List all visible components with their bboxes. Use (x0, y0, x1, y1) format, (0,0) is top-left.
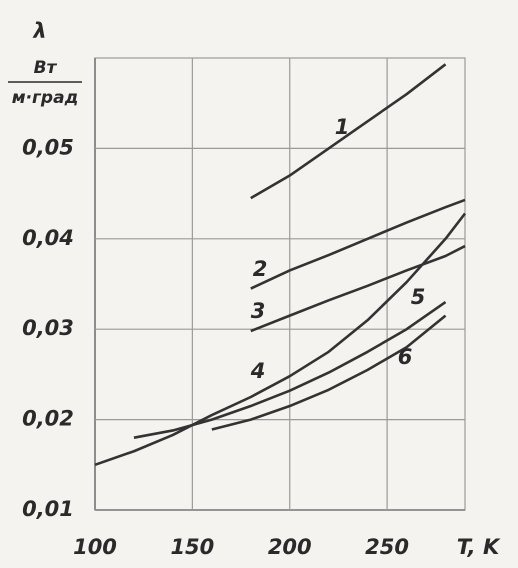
series-line (133, 301, 447, 439)
x-axis-label: T, K (457, 535, 501, 559)
series-label: 1 (335, 115, 350, 139)
y-tick-label: 0,04 (22, 226, 74, 250)
series-line (211, 314, 447, 431)
series-line (250, 63, 447, 200)
x-tick-label: 150 (170, 535, 214, 559)
x-tick-label: 100 (73, 535, 117, 559)
series-line (94, 212, 467, 467)
series-label: 6 (398, 345, 413, 369)
series-label: 4 (250, 359, 266, 383)
series-line (250, 198, 466, 290)
y-unit-top: Вт (34, 58, 58, 78)
series-label: 5 (411, 285, 426, 309)
y-tick-label: 0,02 (22, 407, 74, 431)
x-tick-label: 250 (365, 535, 409, 559)
y-axis-label: λ (32, 19, 46, 43)
plot-frame (94, 57, 466, 511)
series-line (250, 244, 466, 333)
y-tick-label: 0,01 (22, 497, 74, 521)
series-label: 2 (253, 257, 268, 281)
y-tick-label: 0,03 (22, 316, 74, 340)
y-unit-bottom: м·град (12, 88, 79, 108)
x-tick-label: 200 (268, 535, 312, 559)
y-tick-label: 0,05 (22, 135, 74, 159)
series-label: 3 (251, 299, 266, 323)
